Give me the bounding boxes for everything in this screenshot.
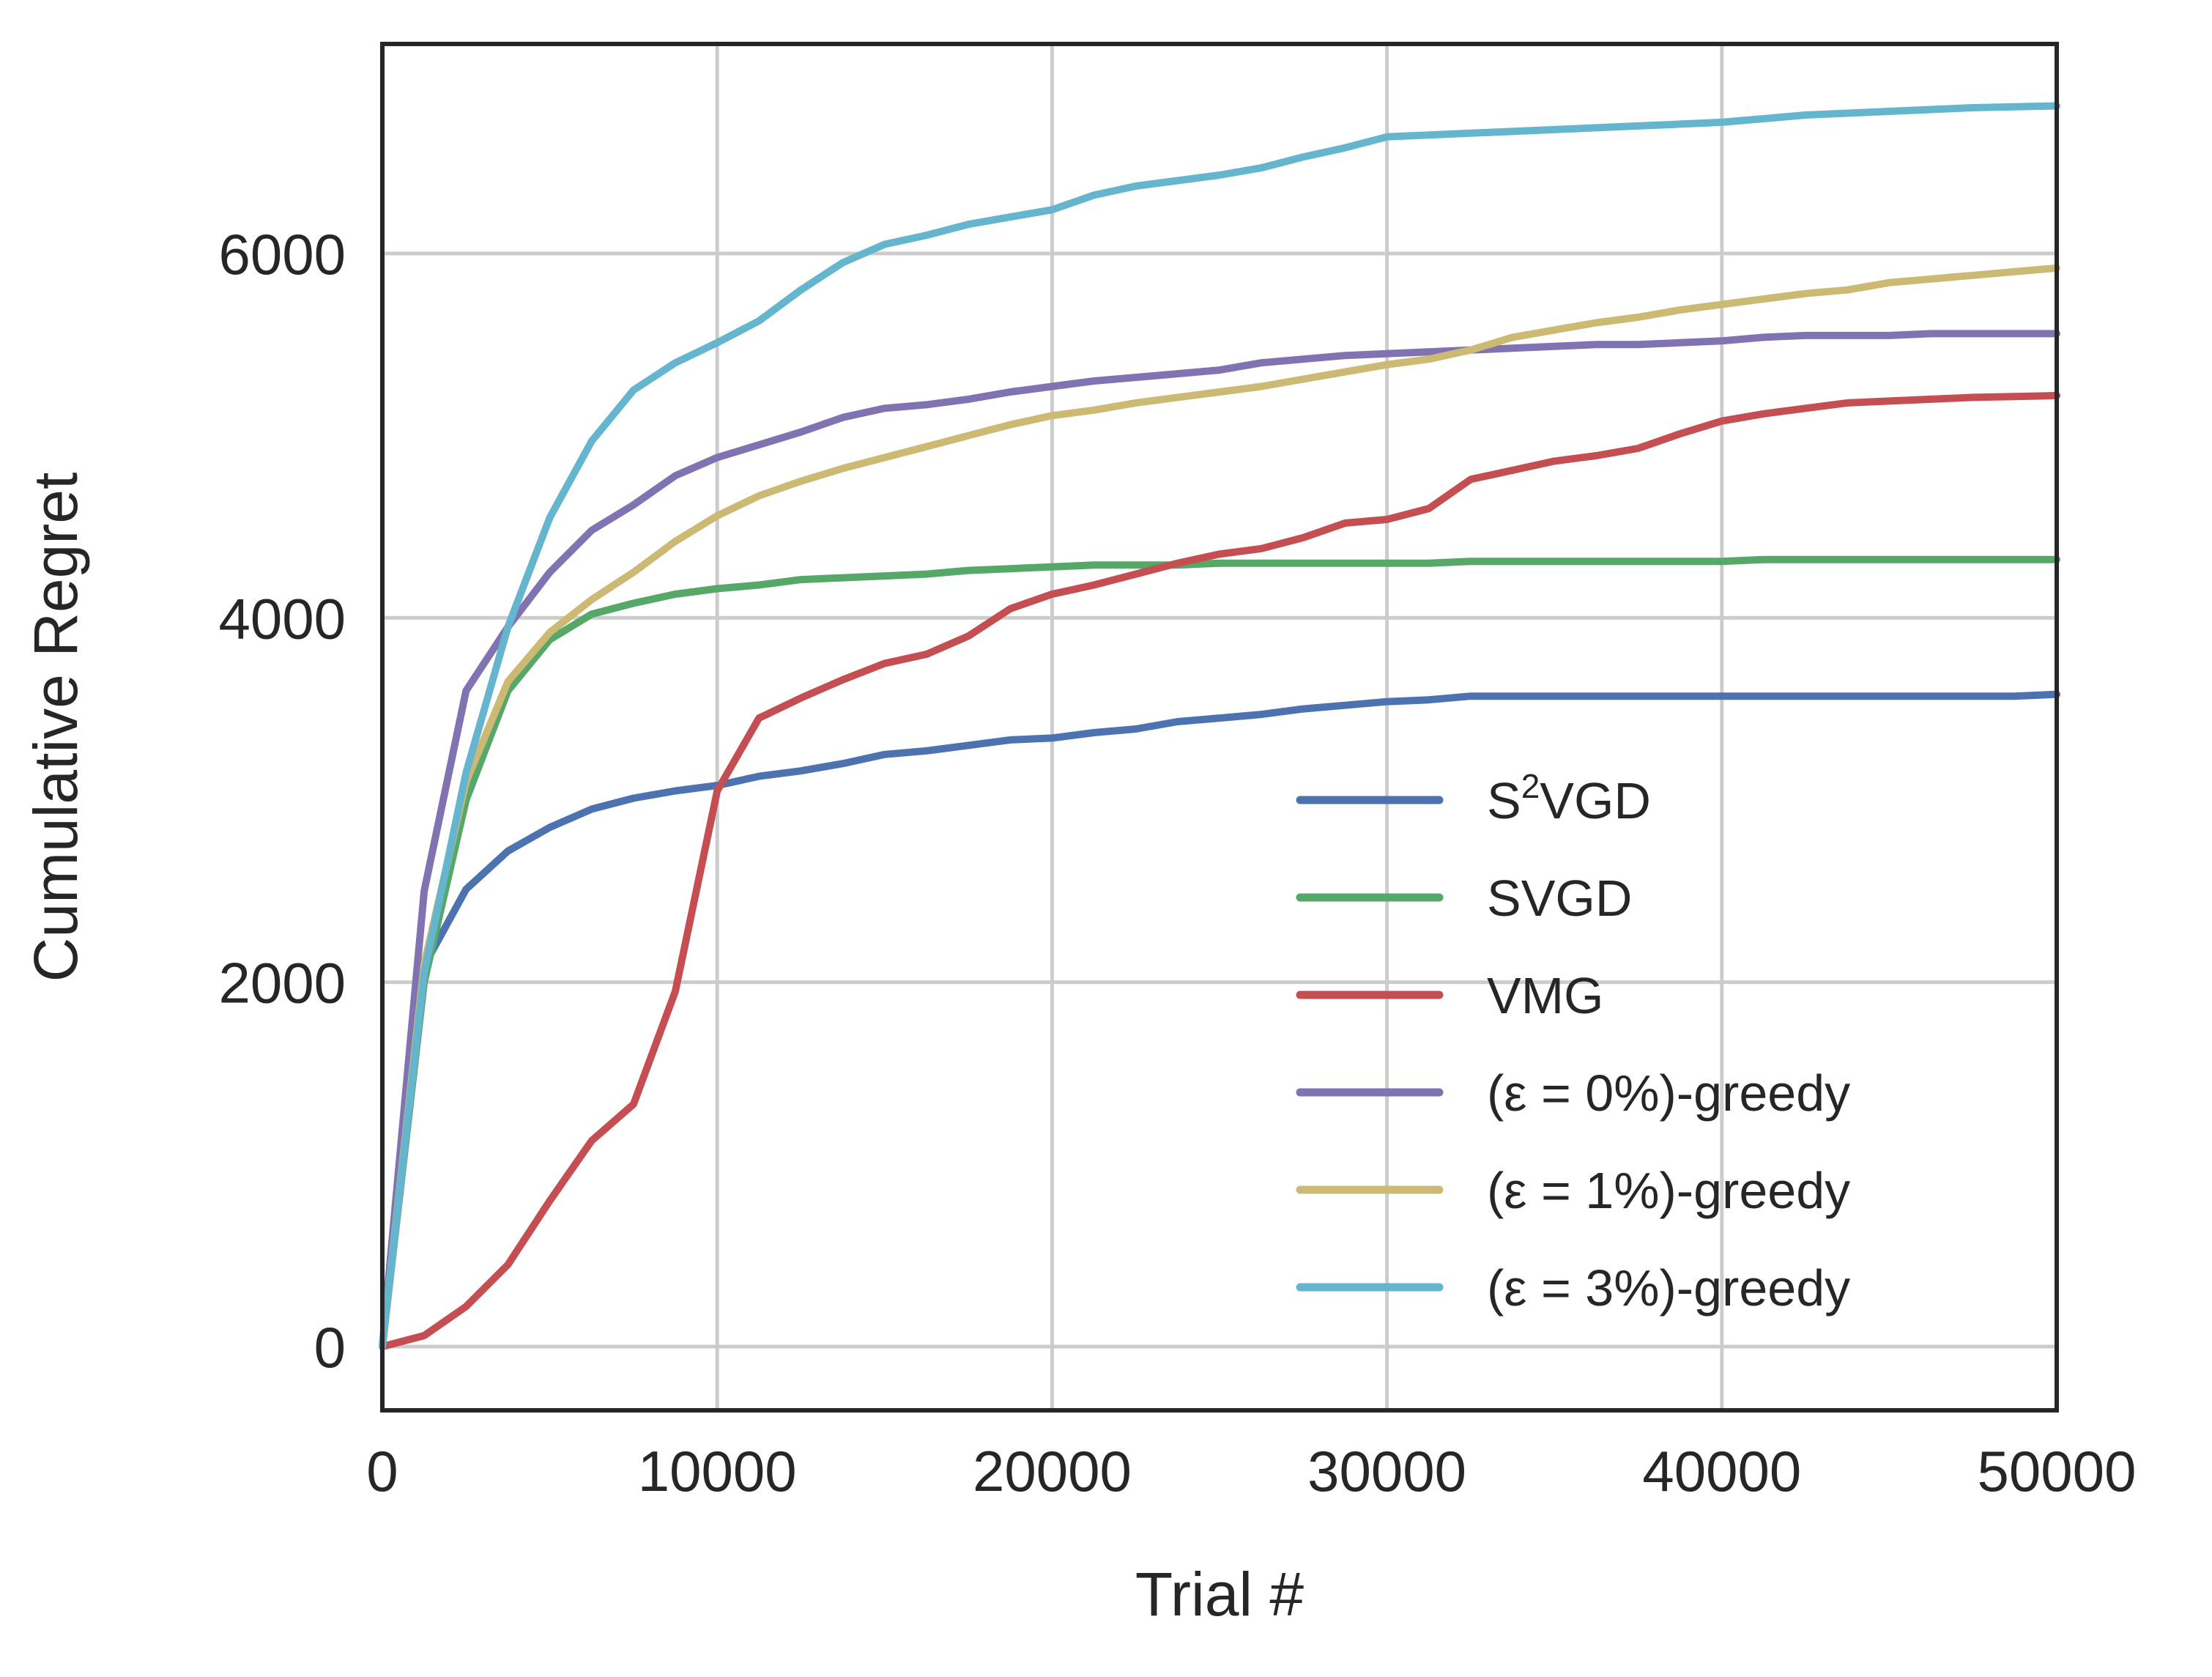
series-line-4 [379, 330, 2060, 1350]
legend: S2VGD SVGD VMG (ε = 0%)-greedy (ε = 1%)-gree… [1296, 767, 1850, 1317]
x-tick-label: 0 [366, 1439, 398, 1503]
series-line-3 [379, 391, 2060, 1350]
y-tick-label: 2000 [218, 951, 346, 1015]
x-tick-label: 10000 [638, 1439, 797, 1503]
y-tick-label: 6000 [218, 222, 346, 286]
series-line-1 [379, 690, 2060, 1350]
x-tick-label: 20000 [973, 1439, 1132, 1503]
plot-frame [380, 42, 2059, 1413]
series-lines [379, 102, 2060, 1350]
legend-label: SVGD [1487, 870, 1632, 927]
legend-label: (ε = 3%)-greedy [1487, 1259, 1850, 1317]
x-tick-label: 30000 [1307, 1439, 1466, 1503]
y-axis-label: Cumulative Regret [21, 473, 90, 982]
x-tick-label: 50000 [1978, 1439, 2137, 1503]
y-tick-label: 4000 [218, 586, 346, 651]
legend-label: S2VGD [1487, 767, 1651, 829]
x-axis-label: Trial # [1135, 1560, 1304, 1629]
series-line-5 [379, 264, 2060, 1350]
y-tick-label: 0 [314, 1315, 346, 1380]
series-line-2 [379, 555, 2060, 1350]
legend-label: (ε = 1%)-greedy [1487, 1162, 1850, 1219]
series-line-6 [379, 102, 2060, 1350]
x-tick-label: 40000 [1642, 1439, 1801, 1503]
tick-labels: 0 10000 20000 30000 40000 50000 0 2000 4000 6000 [218, 222, 2136, 1503]
legend-label: (ε = 0%)-greedy [1487, 1065, 1850, 1122]
legend-label: VMG [1487, 967, 1603, 1024]
